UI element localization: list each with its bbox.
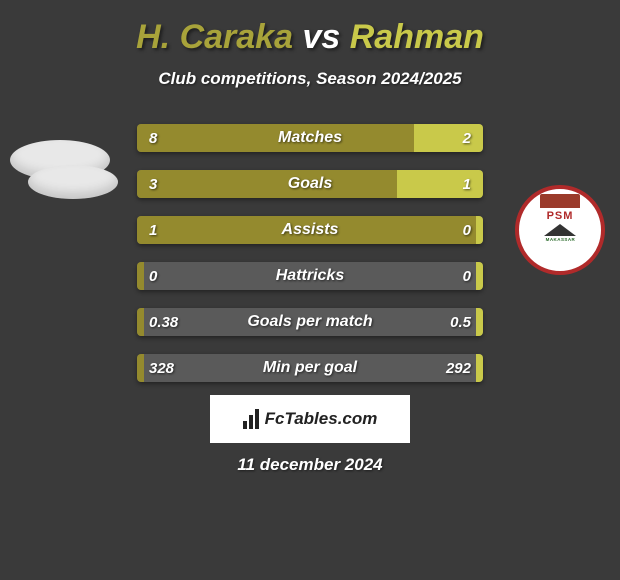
psm-text: PSM	[547, 210, 574, 222]
player2-name: Rahman	[350, 18, 484, 56]
fctables-brand: FcTables.com	[210, 395, 410, 443]
stat-bar-left-fill	[137, 216, 476, 244]
team-badge-right: PSM MAKASSAR	[510, 180, 610, 280]
vs-text: vs	[302, 18, 340, 56]
team-badge-left	[10, 110, 110, 210]
stat-bar-right-fill	[414, 124, 483, 152]
stat-value-left: 328	[149, 354, 174, 382]
stat-bar: 10Assists	[137, 216, 483, 244]
psm-logo-icon: PSM MAKASSAR	[515, 185, 605, 275]
stat-bar-right-fill	[476, 216, 483, 244]
stat-value-left: 3	[149, 170, 157, 198]
player1-name: H. Caraka	[136, 18, 293, 56]
subtitle: Club competitions, Season 2024/2025	[0, 69, 620, 89]
fctables-chart-icon	[243, 409, 259, 429]
stat-bar: 0 0Hattricks	[137, 262, 483, 290]
psm-subtext: MAKASSAR	[545, 237, 575, 242]
stat-value-right: 0	[463, 262, 471, 290]
stat-bar-left-fill	[137, 308, 144, 336]
stat-value-left: 1	[149, 216, 157, 244]
placeholder-icon	[28, 165, 118, 199]
stats-bars: 82Matches31Goals10Assists00Hattricks0.38…	[137, 124, 483, 400]
stat-bar-left-fill	[137, 170, 397, 198]
stat-label: Hattricks	[137, 262, 483, 290]
stat-bar: 0.38 0.5Goals per match	[137, 308, 483, 336]
stat-bar-right-fill	[476, 262, 483, 290]
psm-brick-icon	[540, 194, 580, 208]
stat-bar: 82Matches	[137, 124, 483, 152]
psm-triangle-icon	[544, 224, 576, 236]
comparison-title: H. Caraka vs Rahman	[0, 0, 620, 57]
stat-value-left: 0.38	[149, 308, 178, 336]
stat-bar: 31Goals	[137, 170, 483, 198]
stat-value-right: 0	[463, 216, 471, 244]
stat-bar-right-fill	[476, 308, 483, 336]
stat-value-right: 2	[463, 124, 471, 152]
stat-label: Min per goal	[137, 354, 483, 382]
stat-value-right: 1	[463, 170, 471, 198]
stat-value-right: 0.5	[450, 308, 471, 336]
stat-bar-left-fill	[137, 124, 414, 152]
date-text: 11 december 2024	[0, 455, 620, 475]
stat-bar-left-fill	[137, 262, 144, 290]
stat-value-right: 292	[446, 354, 471, 382]
stat-bar: 328 292Min per goal	[137, 354, 483, 382]
stat-bar-right-fill	[476, 354, 483, 382]
stat-bar-left-fill	[137, 354, 144, 382]
stat-label: Goals per match	[137, 308, 483, 336]
fctables-text: FcTables.com	[265, 409, 378, 429]
stat-value-left: 8	[149, 124, 157, 152]
stat-value-left: 0	[149, 262, 157, 290]
